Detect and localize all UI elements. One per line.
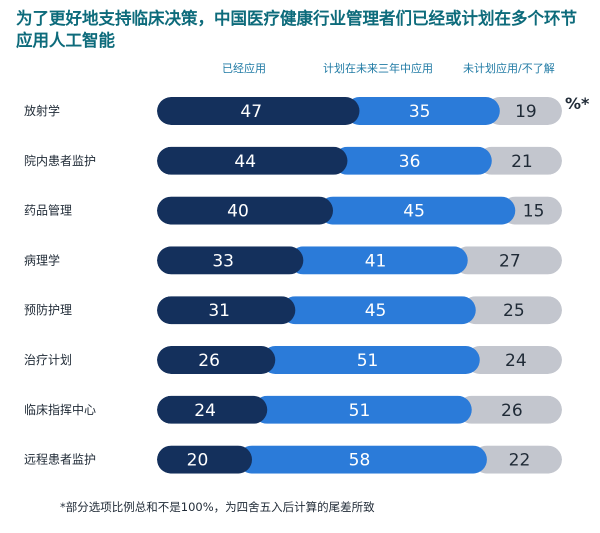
bar-row xyxy=(157,146,562,175)
bar-segment-2 xyxy=(281,296,476,325)
value-label: 26 xyxy=(501,401,523,421)
bar-row xyxy=(157,97,562,125)
value-label: 35 xyxy=(409,102,431,122)
bar-segment-2 xyxy=(261,346,480,374)
value-label: 19 xyxy=(515,102,537,122)
bar-segment-1 xyxy=(157,146,348,175)
value-label: 27 xyxy=(499,251,521,271)
category-label: 临床指挥中心 xyxy=(24,402,96,417)
bar-row xyxy=(157,246,562,275)
category-label: 预防护理 xyxy=(24,302,72,317)
chart-title: 为了更好地支持临床决策，中国医疗健康行业管理者们已经或计划在多个环节应用人工智能 xyxy=(16,9,577,50)
legend-item-already-applied: 已经应用 xyxy=(222,62,266,75)
value-label: 26 xyxy=(198,351,220,371)
category-label: 远程患者监护 xyxy=(24,452,96,467)
value-label: 33 xyxy=(212,251,234,271)
bar-row xyxy=(157,296,562,325)
value-label: 22 xyxy=(509,451,531,471)
value-label: 36 xyxy=(399,152,421,172)
value-label: 40 xyxy=(227,202,249,222)
bar-row xyxy=(157,346,562,374)
bar-segment-1 xyxy=(157,246,304,275)
category-label: 药品管理 xyxy=(24,203,72,218)
bar-segment-1 xyxy=(157,97,360,125)
value-label: 21 xyxy=(511,152,533,172)
bar-segment-2 xyxy=(238,445,487,474)
bar-segment-3 xyxy=(465,346,562,374)
bar-segment-3 xyxy=(472,445,562,474)
bar-segment-1 xyxy=(157,296,296,325)
bar-segment-1 xyxy=(157,395,268,424)
value-label: 15 xyxy=(523,202,545,222)
legend-item-not-planned: 未计划应用/不了解 xyxy=(463,62,555,75)
bar-segment-3 xyxy=(453,246,562,275)
bar-segment-2 xyxy=(253,395,472,424)
bar-segment-1 xyxy=(157,346,276,374)
category-label: 放射学 xyxy=(24,103,60,118)
value-label: 20 xyxy=(187,451,209,471)
value-label: 47 xyxy=(240,102,262,122)
bar-row xyxy=(157,196,562,225)
bar-segment-3 xyxy=(461,296,562,325)
bar-segment-2 xyxy=(345,97,500,125)
bar-segment-1 xyxy=(157,196,333,225)
bar-segment-3 xyxy=(485,97,562,125)
value-label: 51 xyxy=(357,351,379,371)
value-label: 41 xyxy=(365,251,387,271)
category-label: 院内患者监护 xyxy=(24,154,96,168)
legend-item-planned: 计划在未来三年中应用 xyxy=(323,62,433,75)
bar-row xyxy=(157,445,562,474)
category-label: 病理学 xyxy=(24,252,60,267)
bar-segment-3 xyxy=(457,395,562,424)
value-label: 24 xyxy=(505,351,527,371)
value-label: 45 xyxy=(365,301,387,321)
bar-row xyxy=(157,395,562,424)
value-label: 24 xyxy=(194,401,216,421)
value-label: 58 xyxy=(349,451,371,471)
value-label: 25 xyxy=(503,301,525,321)
percent-unit-mark: %* xyxy=(565,94,590,113)
category-label: 治疗计划 xyxy=(24,353,72,367)
value-label: 31 xyxy=(208,301,230,321)
bar-segment-3 xyxy=(477,146,562,175)
bar-segment-2 xyxy=(289,246,468,275)
value-label: 45 xyxy=(403,202,425,222)
footnote: *部分选项比例总和不是100%，为四舍五入后计算的尾差所致 xyxy=(60,500,375,514)
bar-segment-1 xyxy=(157,445,252,474)
value-label: 44 xyxy=(234,152,256,172)
bar-segment-2 xyxy=(333,146,492,175)
bar-segment-3 xyxy=(501,196,562,225)
bar-segment-2 xyxy=(319,196,516,225)
value-label: 51 xyxy=(349,401,371,421)
